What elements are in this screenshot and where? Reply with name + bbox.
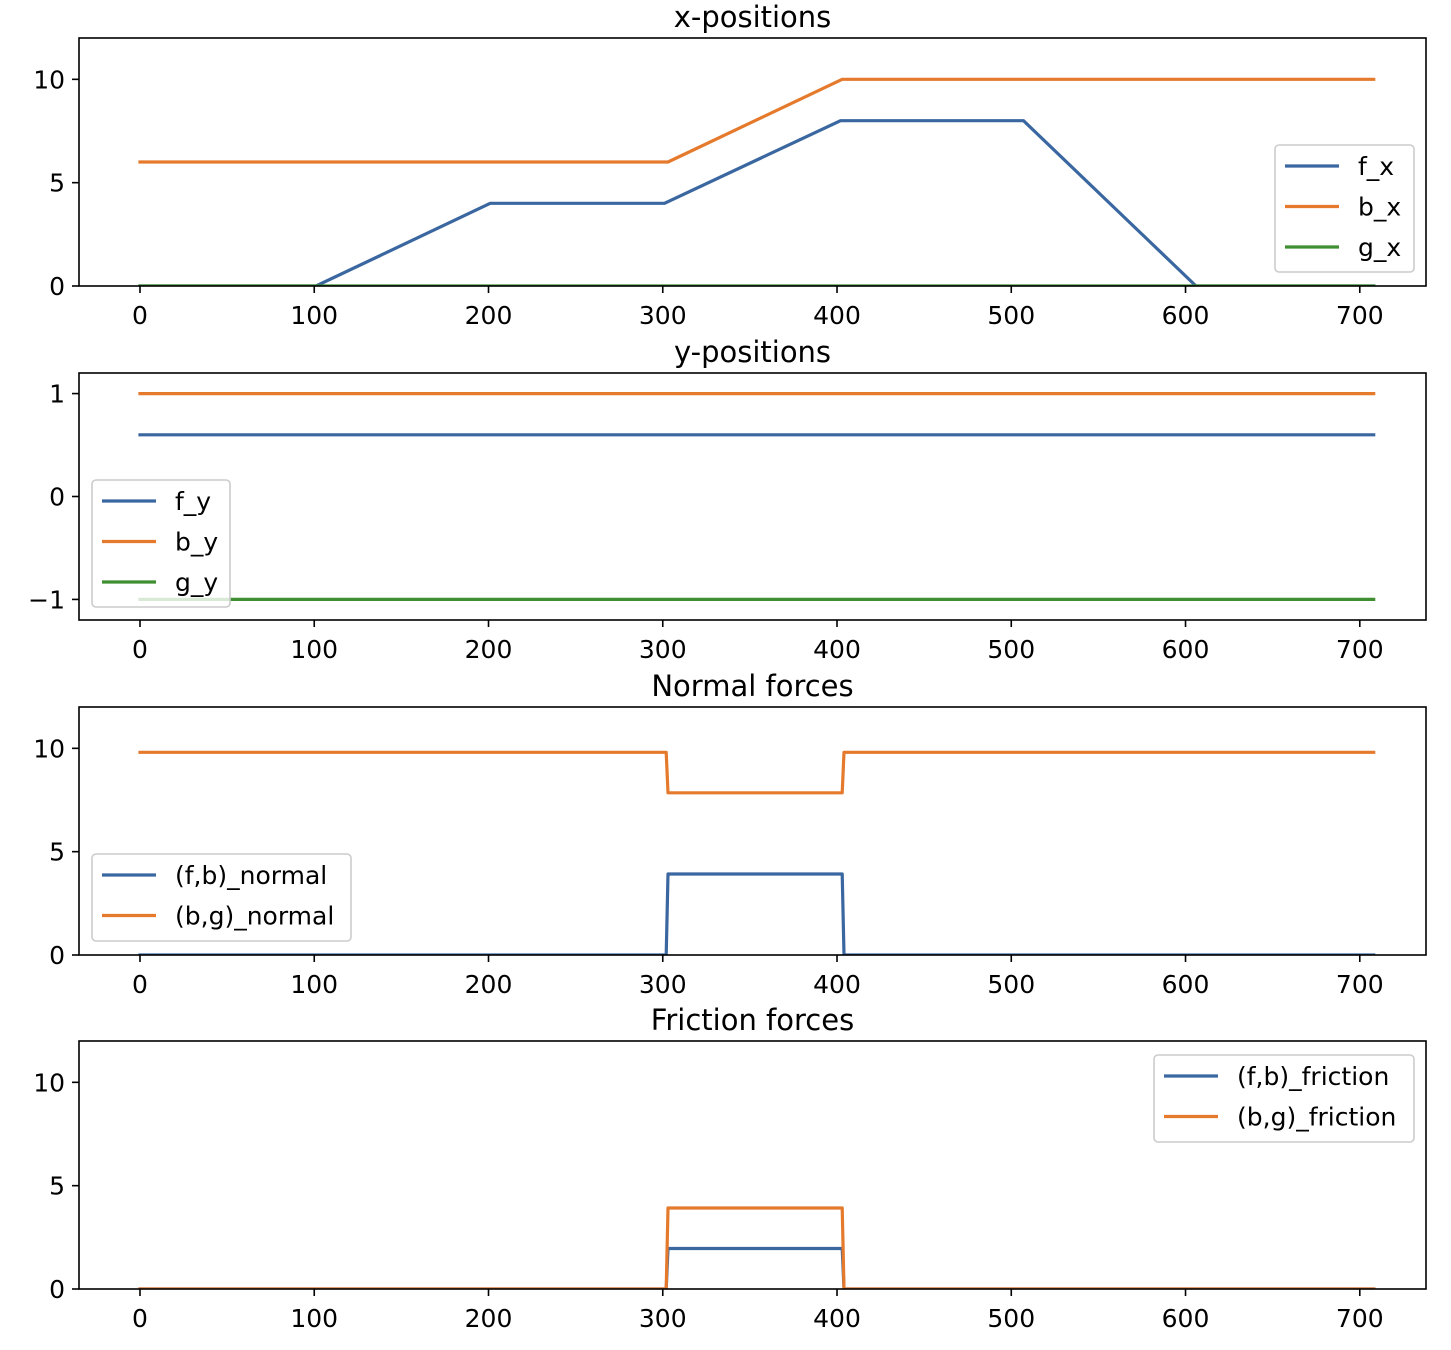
panel-title: y-positions — [674, 335, 831, 369]
y-tick-label: 1 — [49, 380, 65, 409]
panel-1: x-positions 0 100 200 300 400 500 600 700 0 5 10 f_x… — [33, 0, 1427, 330]
x-tick-label: 600 — [1162, 1304, 1210, 1333]
x-tick-label: 500 — [987, 970, 1035, 999]
x-tick-label: 400 — [813, 1304, 861, 1333]
axes-frame — [78, 1040, 1427, 1290]
legend-box — [1153, 1054, 1415, 1143]
series-group — [138, 392, 1376, 602]
y-tick-label: 5 — [49, 838, 65, 867]
axes-frame — [78, 372, 1427, 621]
legend-label: (b,g)_friction — [1237, 1103, 1396, 1132]
y-tick-label: 10 — [33, 65, 65, 94]
x-tick-label: 300 — [639, 301, 687, 330]
x-tick-label: 400 — [813, 970, 861, 999]
series-line-f_x — [138, 119, 1376, 286]
series-group — [138, 750, 1376, 955]
x-tick-label: 700 — [1336, 301, 1384, 330]
legend-label: g_y — [175, 568, 218, 597]
legend: (f,b)_normal (b,g)_normal — [91, 853, 352, 942]
x-tick-label: 600 — [1162, 301, 1210, 330]
y-tick-label: 0 — [49, 941, 65, 970]
x-tick-label: 0 — [132, 970, 148, 999]
series-line-(f,b)_normal — [138, 872, 1376, 955]
x-tick-label: 100 — [290, 635, 338, 664]
x-tick-label: 300 — [639, 970, 687, 999]
x-tick-label: 500 — [987, 635, 1035, 664]
legend-label: f_y — [175, 487, 211, 516]
axes-frame — [78, 706, 1427, 956]
series-group — [138, 1206, 1376, 1289]
x-tick-label: 700 — [1336, 635, 1384, 664]
legend-box — [91, 853, 352, 942]
series-group — [138, 77, 1376, 286]
legend-label: f_x — [1358, 152, 1394, 181]
series-line-b_x — [138, 77, 1376, 164]
legend: (f,b)_friction (b,g)_friction — [1153, 1054, 1415, 1143]
panel-3: Normal forces 0 100 200 300 400 500 600 700 0 5 10 (… — [33, 669, 1427, 999]
x-tick-label: 0 — [132, 635, 148, 664]
series-line-(b,g)_normal — [138, 750, 1376, 795]
legend-label: (b,g)_normal — [175, 902, 334, 931]
panel-4: Friction forces 0 100 200 300 400 500 600 700 0 5 1… — [33, 1003, 1427, 1333]
x-tick-label: 500 — [987, 1304, 1035, 1333]
x-tick-label: 600 — [1162, 970, 1210, 999]
panel-title: x-positions — [674, 0, 832, 34]
x-tick-label: 100 — [290, 301, 338, 330]
y-tick-label: 0 — [49, 272, 65, 301]
panel-title: Normal forces — [651, 669, 853, 703]
legend-box — [91, 479, 231, 608]
x-tick-label: 700 — [1336, 1304, 1384, 1333]
x-tick-label: 500 — [987, 301, 1035, 330]
y-tick-label: 5 — [49, 169, 65, 198]
series-line-(f,b)_friction — [138, 1246, 1376, 1289]
legend-label: (f,b)_friction — [1237, 1062, 1389, 1091]
legend-box — [1274, 144, 1415, 273]
x-tick-label: 200 — [465, 301, 513, 330]
y-tick-label: 0 — [49, 483, 65, 512]
y-tick-label: −1 — [28, 585, 65, 614]
legend: f_x b_x g_x — [1274, 144, 1415, 273]
legend-label: (f,b)_normal — [175, 861, 327, 890]
x-tick-label: 600 — [1162, 635, 1210, 664]
x-tick-label: 200 — [465, 1304, 513, 1333]
x-tick-label: 300 — [639, 635, 687, 664]
legend-label: b_y — [175, 528, 218, 557]
series-line-(b,g)_friction — [138, 1206, 1376, 1289]
y-tick-label: 10 — [33, 1068, 65, 1097]
x-tick-label: 100 — [290, 1304, 338, 1333]
x-tick-label: 100 — [290, 970, 338, 999]
x-tick-label: 0 — [132, 1304, 148, 1333]
y-tick-label: 0 — [49, 1275, 65, 1304]
x-tick-label: 300 — [639, 1304, 687, 1333]
x-tick-label: 200 — [465, 970, 513, 999]
legend-label: b_x — [1358, 193, 1401, 222]
x-tick-label: 400 — [813, 301, 861, 330]
panel-title: Friction forces — [651, 1003, 854, 1037]
axes-frame — [78, 37, 1427, 287]
x-tick-label: 700 — [1336, 970, 1384, 999]
panel-2: y-positions 0 100 200 300 400 500 600 700 −1 0 1 f_y… — [28, 335, 1427, 664]
x-tick-label: 200 — [465, 635, 513, 664]
x-tick-label: 0 — [132, 301, 148, 330]
y-tick-label: 5 — [49, 1172, 65, 1201]
legend-label: g_x — [1358, 233, 1401, 262]
y-tick-label: 10 — [33, 734, 65, 763]
legend: f_y b_y g_y — [91, 479, 231, 608]
x-tick-label: 400 — [813, 635, 861, 664]
